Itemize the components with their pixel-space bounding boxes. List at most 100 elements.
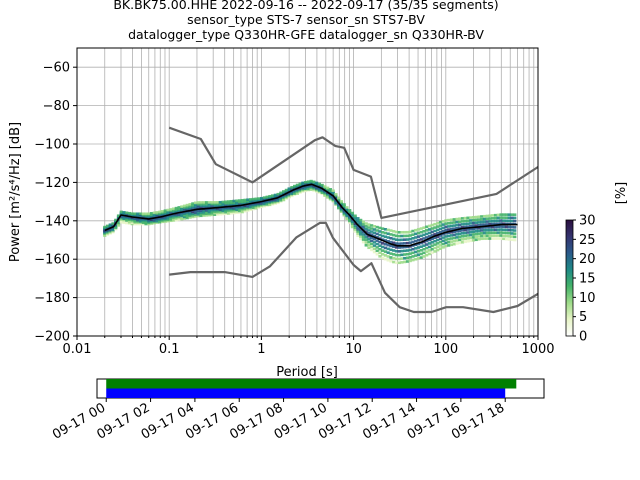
- density-cell: [482, 234, 487, 238]
- density-cell: [422, 255, 426, 258]
- density-cell: [430, 227, 434, 230]
- density-cell: [425, 239, 429, 243]
- density-cell: [480, 234, 484, 238]
- density-cell: [469, 216, 473, 219]
- density-cell: [235, 206, 239, 210]
- density-cell: [166, 212, 170, 216]
- density-cell: [452, 242, 456, 246]
- density-cell: [403, 238, 407, 241]
- density-cell: [482, 226, 487, 229]
- density-cell: [350, 215, 355, 218]
- density-cell: [237, 200, 242, 204]
- density-cell: [414, 232, 418, 236]
- density-cell: [372, 228, 377, 231]
- density-cell: [191, 210, 195, 214]
- density-cell: [193, 215, 198, 218]
- density-cell: [507, 216, 511, 220]
- density-cell: [279, 191, 283, 195]
- density-cell: [350, 213, 355, 217]
- density-cell: [204, 202, 209, 206]
- density-cell: [114, 218, 118, 222]
- x-tick-label: 0.1: [159, 342, 180, 357]
- density-cell: [273, 193, 277, 197]
- density-cell: [430, 251, 434, 254]
- density-cell: [438, 237, 443, 241]
- density-cell: [210, 204, 214, 207]
- density-cell: [375, 252, 379, 256]
- density-cell: [232, 208, 236, 212]
- density-cell: [342, 203, 346, 206]
- density-cell: [166, 210, 170, 213]
- density-cell: [226, 207, 231, 211]
- density-cell: [504, 231, 509, 235]
- density-cell: [386, 228, 390, 232]
- density-cell: [411, 247, 415, 251]
- density-cell: [499, 225, 503, 228]
- density-cell: [381, 231, 385, 234]
- density-cell: [482, 228, 487, 232]
- density-cell: [378, 247, 382, 251]
- density-cell: [386, 255, 390, 258]
- density-cell: [171, 217, 176, 221]
- density-cell: [372, 231, 377, 235]
- density-cell: [367, 237, 371, 241]
- density-cell: [235, 202, 239, 206]
- density-cell: [458, 235, 462, 239]
- density-cell: [174, 206, 178, 210]
- density-cell: [199, 211, 203, 214]
- colorbar-tick-label: 10: [579, 291, 596, 306]
- density-cell: [507, 225, 511, 229]
- density-cell: [469, 233, 473, 237]
- density-cell: [383, 228, 388, 231]
- density-cell: [361, 223, 366, 226]
- density-cell: [204, 205, 209, 209]
- density-cell: [405, 241, 410, 245]
- density-cell: [188, 212, 192, 216]
- density-cell: [381, 256, 385, 260]
- density-cell: [425, 236, 429, 239]
- density-cell: [232, 211, 236, 215]
- density-cell: [348, 209, 352, 212]
- y-tick-label: −140: [34, 214, 70, 229]
- density-cell: [460, 234, 465, 238]
- density-cell: [232, 205, 236, 209]
- density-cell: [463, 219, 467, 223]
- density-cell: [441, 226, 445, 230]
- density-cell: [466, 239, 470, 243]
- density-cell: [345, 214, 349, 218]
- density-cell: [394, 253, 399, 257]
- density-cell: [510, 235, 514, 238]
- density-cell: [342, 209, 346, 213]
- density-cell: [180, 217, 184, 221]
- density-cell: [485, 220, 489, 223]
- density-cell: [477, 235, 481, 238]
- density-cell: [458, 217, 462, 221]
- density-cell: [469, 236, 473, 240]
- density-cell: [182, 217, 187, 220]
- density-cell: [370, 224, 374, 227]
- density-cell: [381, 252, 385, 256]
- density-cell: [507, 235, 511, 238]
- density-cell: [182, 212, 187, 216]
- density-cell: [430, 230, 434, 234]
- density-cell: [411, 229, 415, 233]
- density-cell: [367, 229, 371, 232]
- density-cell: [447, 231, 451, 235]
- density-cell: [474, 229, 478, 233]
- density-cell: [221, 203, 225, 207]
- density-cell: [425, 229, 429, 232]
- density-cell: [240, 207, 244, 211]
- density-cell: [221, 209, 225, 213]
- density-cell: [496, 213, 500, 217]
- density-cell: [427, 242, 432, 245]
- density-cell: [438, 230, 443, 234]
- density-cell: [226, 201, 231, 205]
- density-cell: [408, 248, 412, 252]
- density-cell: [226, 209, 231, 212]
- density-cell: [353, 224, 357, 227]
- density-cell: [202, 212, 206, 216]
- density-cell: [502, 222, 506, 225]
- density-cell: [276, 192, 280, 196]
- density-cell: [438, 227, 443, 231]
- density-cell: [455, 242, 459, 245]
